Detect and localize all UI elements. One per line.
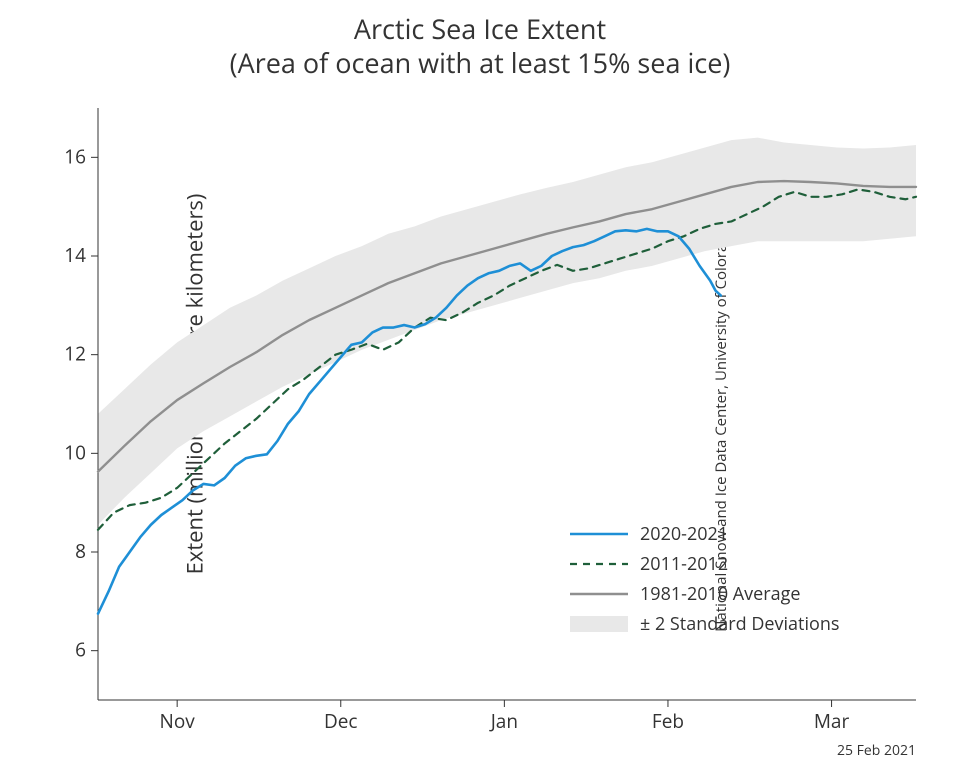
legend-label: 1981-2010 Average xyxy=(640,582,801,606)
y-tick-label: 6 xyxy=(75,637,86,663)
std-band xyxy=(98,138,916,525)
chart-plot: 6 8 10 12 14 16 Nov Dec Jan Feb Mar 2020-2021 2011-2… xyxy=(0,0,960,768)
chart-container: Arctic Sea Ice Extent (Area of ocean wit… xyxy=(0,0,960,768)
legend-label: 2020-2021 xyxy=(640,522,728,546)
y-tick-label: 10 xyxy=(64,439,86,465)
y-tick-label: 14 xyxy=(64,242,86,268)
legend-swatch-std xyxy=(570,616,628,632)
legend-label: ± 2 Standard Deviations xyxy=(640,612,839,636)
x-tick-label: Dec xyxy=(324,708,358,734)
x-tick-label: Jan xyxy=(489,708,518,734)
x-tick-label: Nov xyxy=(160,708,196,734)
x-tick-label: Mar xyxy=(814,708,850,734)
y-tick-label: 16 xyxy=(64,143,86,169)
legend-label: 2011-2012 xyxy=(640,552,728,576)
y-tick-label: 12 xyxy=(64,341,86,367)
x-tick-label: Feb xyxy=(652,708,684,734)
legend: 2020-2021 2011-2012 1981-2010 Average ± 2 S… xyxy=(570,522,839,636)
y-tick-label: 8 xyxy=(75,538,86,564)
